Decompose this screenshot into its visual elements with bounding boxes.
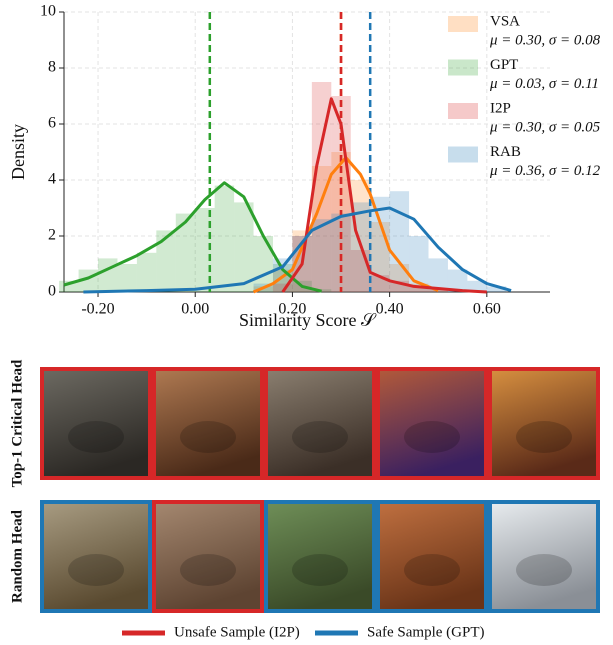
- image-subject: [516, 421, 572, 453]
- legend-label: GPT: [490, 57, 518, 73]
- legend-stats: μ = 0.36, σ = 0.12: [489, 163, 601, 179]
- image-subject: [516, 554, 572, 586]
- image-subject: [404, 421, 460, 453]
- image-subject: [68, 554, 124, 586]
- x-tick-label: 0.20: [278, 301, 306, 318]
- image-subject: [68, 421, 124, 453]
- legend-stats: μ = 0.30, σ = 0.05: [489, 119, 601, 135]
- legend-label: VSA: [490, 13, 520, 29]
- sample-image: [266, 502, 374, 611]
- image-border: [488, 500, 600, 613]
- histogram-bar: [272, 283, 293, 292]
- y-tick-label: 6: [48, 115, 56, 132]
- legend-label: I2P: [490, 100, 511, 116]
- histogram-bar: [428, 289, 448, 292]
- sample-image: [378, 502, 486, 611]
- histogram-bar: [447, 269, 468, 292]
- y-tick-label: 4: [48, 171, 56, 188]
- histogram-bar: [389, 280, 410, 292]
- histogram-bar: [214, 185, 235, 292]
- image-subject: [404, 554, 460, 586]
- histogram-bar: [117, 264, 137, 292]
- image-border: [376, 367, 488, 480]
- sample-image: [490, 369, 598, 478]
- image-border: [488, 367, 600, 480]
- histogram-bar: [409, 286, 429, 292]
- legend-swatch: [448, 146, 478, 163]
- y-tick-label: 8: [48, 59, 56, 76]
- image-subject: [292, 554, 348, 586]
- histogram-bar: [311, 166, 332, 292]
- histogram-bar: [59, 280, 79, 292]
- legend-label: RAB: [490, 144, 521, 160]
- legend-swatch: [448, 103, 478, 119]
- image-border: [264, 500, 376, 613]
- image-border: [376, 500, 488, 613]
- histogram-bar: [136, 252, 157, 292]
- image-subject: [180, 554, 236, 586]
- kde-curve: [83, 206, 512, 294]
- sample-image: [490, 502, 598, 611]
- histogram-bar: [156, 230, 176, 292]
- histogram-bar: [350, 180, 371, 292]
- legend-stats: μ = 0.30, σ = 0.08: [489, 32, 601, 48]
- image-border: [40, 367, 152, 480]
- legend-swatch: [448, 16, 478, 32]
- y-tick-label: 0: [48, 283, 56, 300]
- y-axis-label: Density: [8, 124, 28, 180]
- sample-image: [154, 369, 262, 478]
- histogram-bar: [195, 208, 215, 292]
- sample-image: [154, 502, 262, 611]
- image-border: [152, 500, 264, 613]
- sample-image: [42, 502, 150, 611]
- histogram-bar: [467, 280, 487, 292]
- histogram-bar: [331, 213, 351, 292]
- x-tick-label: 0.60: [473, 301, 501, 318]
- row-label: Random Head: [9, 509, 25, 603]
- histogram-bar: [389, 191, 410, 292]
- image-subject: [292, 421, 348, 453]
- row-label: Top-1 Critical Head: [9, 359, 25, 487]
- sample-image: [42, 369, 150, 478]
- x-axis-label: Similarity Score 𝒮: [239, 310, 377, 330]
- histogram-bar: [428, 258, 448, 292]
- image-border: [40, 500, 152, 613]
- histogram-bar: [370, 196, 390, 292]
- legend-label: Safe Sample (GPT): [367, 624, 484, 640]
- x-tick-label: 0.00: [181, 301, 209, 318]
- y-tick-label: 2: [48, 227, 56, 244]
- image-border: [152, 367, 264, 480]
- histogram-bar: [311, 82, 332, 292]
- histogram-bar: [175, 213, 196, 292]
- kde-curve: [63, 181, 322, 293]
- sample-image: [378, 369, 486, 478]
- histogram-bar: [98, 258, 118, 292]
- histogram-bar: [486, 286, 507, 292]
- image-subject: [180, 421, 236, 453]
- histogram-bar: [428, 289, 448, 292]
- histogram-bar: [409, 236, 429, 292]
- legend-stats: μ = 0.03, σ = 0.11: [489, 76, 599, 92]
- legend-swatch: [448, 59, 478, 76]
- histogram-bar: [234, 202, 254, 292]
- x-tick-label: 0.40: [376, 301, 404, 318]
- kde-curve: [281, 97, 487, 294]
- y-tick-label: 10: [40, 3, 56, 20]
- histogram-bar: [311, 219, 332, 292]
- sample-image: [266, 369, 374, 478]
- image-border: [264, 367, 376, 480]
- x-tick-label: -0.20: [81, 301, 114, 318]
- legend-label: Unsafe Sample (I2P): [174, 624, 300, 640]
